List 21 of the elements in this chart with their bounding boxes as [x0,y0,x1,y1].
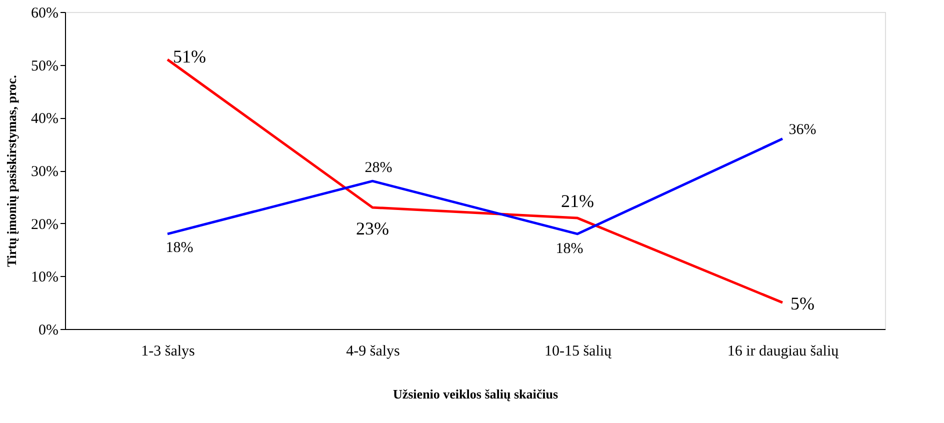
y-tick-label: 10% [31,270,58,286]
y-tick-label: 50% [31,58,58,74]
x-tick-label: 16 ir daugiau šalių [727,344,840,360]
y-axis-title: Tirtų įmonių pasiskirstymas, proc. [4,74,20,268]
y-tick-label: 20% [31,216,58,233]
y-tick-label: 30% [31,164,58,180]
data-label: 28% [364,160,392,176]
data-label: 51% [173,46,206,67]
data-label: 18% [556,240,584,257]
x-tick-label: 10-15 šalių [544,344,612,360]
x-tick-label: 4-9 šalys [346,344,400,360]
x-tick-label: 1-3 šalys [141,344,196,360]
data-label: 5% [790,294,814,314]
y-tick-label: 40% [31,111,58,128]
y-tick-label: 0% [38,322,58,338]
data-label: 21% [561,191,594,212]
x-axis-title: Užsienio veiklos šalių skaičius [392,386,558,402]
data-label: 18% [166,240,194,256]
data-label: 36% [788,122,816,138]
data-label: 23% [356,218,389,238]
y-tick-label: 60% [31,6,58,22]
